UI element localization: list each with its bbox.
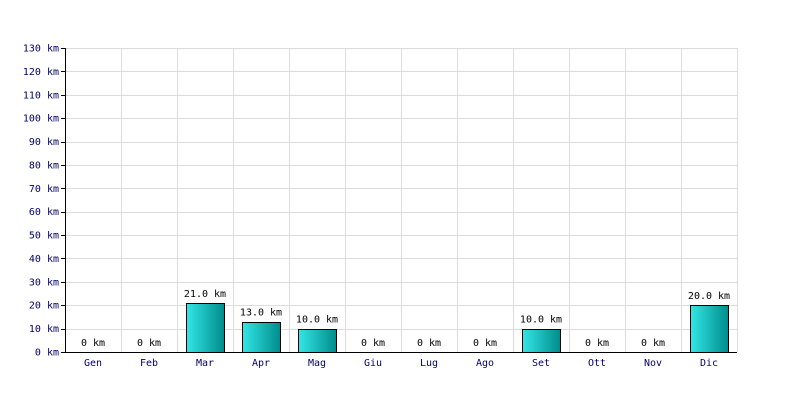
x-tick-label: Giu <box>364 358 382 369</box>
y-tick-label: 50 km <box>29 231 59 242</box>
data-label: 0 km <box>641 338 665 349</box>
x-tick-labels: Gen Feb Mar Apr Mag Giu Lug Ago Set Ott Nov Dic <box>84 358 718 369</box>
x-tick-label: Mag <box>308 358 326 369</box>
data-labels: 0 km 0 km 21.0 km 13.0 km 10.0 km 0 km 0 km 0 k… <box>81 289 730 349</box>
data-label: 0 km <box>361 338 385 349</box>
x-tick-label: Lug <box>420 358 438 369</box>
x-tick-label: Mar <box>196 358 214 369</box>
axes <box>61 48 737 353</box>
y-tick-label: 100 km <box>23 114 59 125</box>
x-tick-label: Gen <box>84 358 102 369</box>
y-tick-label: 0 km <box>35 348 59 359</box>
y-tick-label: 120 km <box>23 67 59 78</box>
data-label: 20.0 km <box>688 291 730 302</box>
y-tick-label: 130 km <box>23 44 59 55</box>
y-tick-label: 110 km <box>23 90 59 101</box>
data-label: 10.0 km <box>296 315 338 326</box>
data-label: 10.0 km <box>520 315 562 326</box>
x-tick-label: Nov <box>644 358 662 369</box>
y-tick-label: 30 km <box>29 277 59 288</box>
bar-dic <box>690 305 729 353</box>
x-tick-label: Feb <box>140 358 158 369</box>
y-tick-label: 40 km <box>29 254 59 265</box>
y-tick-label: 80 km <box>29 160 59 171</box>
bar-mag <box>298 329 337 353</box>
y-tick-label: 60 km <box>29 207 59 218</box>
y-tick-labels: 0 km 10 km 20 km 30 km 40 km 50 km 60 km 70 km 8… <box>23 44 59 359</box>
y-tick-label: 90 km <box>29 137 59 148</box>
bar-mar <box>186 303 225 353</box>
data-label: 13.0 km <box>240 308 282 319</box>
data-label: 0 km <box>81 338 105 349</box>
y-tick-label: 10 km <box>29 324 59 335</box>
x-tick-label: Ago <box>476 358 494 369</box>
data-label: 0 km <box>585 338 609 349</box>
grid <box>65 48 738 353</box>
x-tick-label: Apr <box>252 358 270 369</box>
y-tick-label: 20 km <box>29 301 59 312</box>
x-tick-label: Dic <box>700 358 718 369</box>
y-tick-label: 70 km <box>29 184 59 195</box>
data-label: 21.0 km <box>184 289 226 300</box>
bar-set <box>522 329 561 353</box>
data-label: 0 km <box>417 338 441 349</box>
x-tick-label: Set <box>532 358 550 369</box>
x-tick-label: Ott <box>588 358 606 369</box>
data-label: 0 km <box>137 338 161 349</box>
bar-apr <box>242 322 281 353</box>
data-label: 0 km <box>473 338 497 349</box>
bars <box>186 303 729 353</box>
